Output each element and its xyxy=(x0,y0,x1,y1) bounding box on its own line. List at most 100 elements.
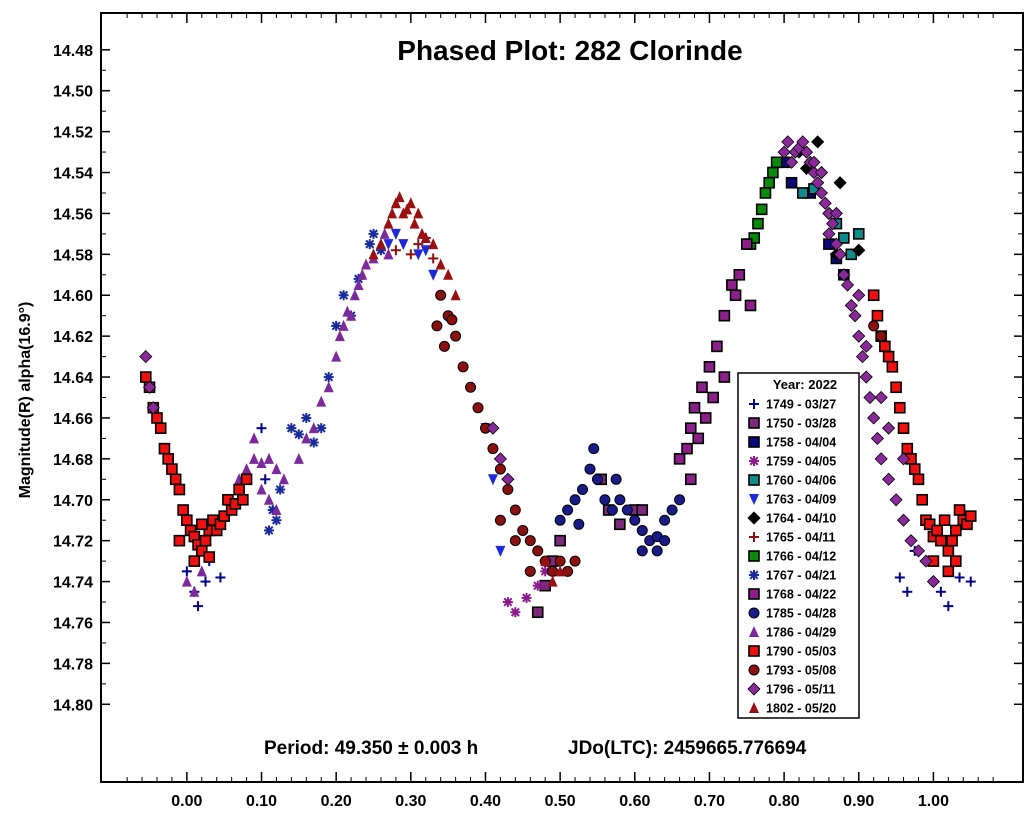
x-tick-label: 0.70 xyxy=(694,793,725,810)
data-point xyxy=(799,145,814,159)
series xyxy=(554,443,686,557)
data-point xyxy=(610,473,622,485)
data-point xyxy=(871,309,884,322)
data-point xyxy=(911,544,926,558)
data-point xyxy=(807,155,821,169)
data-point xyxy=(379,227,390,239)
data-point xyxy=(852,243,866,257)
x-tick-label: 0.50 xyxy=(545,793,576,810)
data-point xyxy=(398,239,409,251)
data-point xyxy=(614,518,626,531)
data-point xyxy=(142,380,157,394)
data-point xyxy=(446,314,458,326)
data-point xyxy=(629,514,641,526)
x-tick-label: 1.00 xyxy=(918,793,949,810)
data-point xyxy=(781,135,795,149)
data-point xyxy=(763,176,775,189)
data-point xyxy=(390,197,401,209)
data-point xyxy=(502,484,514,496)
data-point xyxy=(540,566,551,577)
series xyxy=(139,289,977,578)
data-point xyxy=(912,473,925,486)
data-point xyxy=(826,217,840,231)
data-point xyxy=(703,361,716,373)
data-point xyxy=(874,390,888,405)
y-tick-label: 14.54 xyxy=(53,166,93,183)
data-point xyxy=(868,320,880,332)
data-point xyxy=(740,238,753,250)
data-point xyxy=(569,555,581,567)
data-point xyxy=(573,518,585,530)
data-point xyxy=(879,340,891,353)
y-tick-label: 14.76 xyxy=(53,615,93,632)
data-point xyxy=(889,493,903,507)
data-point xyxy=(684,473,697,486)
data-point xyxy=(271,503,282,515)
data-point xyxy=(233,483,245,496)
x-tick-label: 0.60 xyxy=(619,793,650,810)
data-point xyxy=(493,452,507,466)
data-point xyxy=(919,554,933,568)
data-point xyxy=(383,217,394,229)
data-point xyxy=(591,473,603,485)
data-point xyxy=(353,279,364,291)
data-point xyxy=(271,463,282,475)
data-point xyxy=(275,484,286,495)
chart-title: Phased Plot: 282 Clorinde xyxy=(397,35,742,66)
legend-title: Year: 2022 xyxy=(773,377,837,392)
y-tick-label: 14.70 xyxy=(53,493,93,510)
y-axis: 14.48 14.50 14.52 14.54 14.56 14.58 14.60 14.62… xyxy=(53,43,1023,714)
data-point xyxy=(509,535,521,547)
data-point xyxy=(894,572,905,583)
data-point xyxy=(923,518,936,531)
legend-marker xyxy=(748,417,760,429)
data-point xyxy=(151,412,163,424)
legend-label: 1767 - 04/21 xyxy=(766,569,836,583)
data-point xyxy=(651,545,663,557)
data-point xyxy=(349,289,360,301)
data-point xyxy=(405,249,416,260)
data-point xyxy=(707,391,719,404)
data-point xyxy=(692,432,705,445)
data-point xyxy=(554,514,566,526)
data-point xyxy=(726,279,738,291)
data-point xyxy=(867,411,881,425)
legend-box xyxy=(737,372,860,719)
data-point xyxy=(785,155,799,169)
y-tick-label: 14.62 xyxy=(53,329,93,346)
y-tick-label: 14.68 xyxy=(53,452,93,469)
data-point xyxy=(286,423,297,434)
data-point xyxy=(521,592,532,603)
data-point xyxy=(882,350,895,363)
data-point xyxy=(606,504,618,516)
data-point xyxy=(882,472,896,486)
data-point xyxy=(256,423,267,434)
series xyxy=(673,238,757,486)
data-point xyxy=(965,576,976,587)
data-point xyxy=(674,494,686,506)
series xyxy=(744,156,783,250)
data-point xyxy=(848,309,862,323)
data-point xyxy=(942,545,955,557)
data-point xyxy=(950,555,962,567)
data-point xyxy=(301,412,312,423)
legend-marker xyxy=(749,626,759,637)
data-point xyxy=(904,534,918,548)
legend-label: 1759 - 04/05 xyxy=(766,455,836,469)
data-point xyxy=(767,166,779,179)
data-point xyxy=(215,572,226,583)
data-point xyxy=(931,524,943,537)
data-point xyxy=(435,258,446,270)
data-point xyxy=(237,493,249,506)
data-point xyxy=(218,510,230,522)
data-point xyxy=(457,361,469,373)
data-point xyxy=(577,484,589,496)
legend-label: 1766 - 04/12 xyxy=(766,550,836,564)
data-point xyxy=(950,524,962,537)
legend-marker xyxy=(749,399,759,409)
data-point xyxy=(368,248,379,260)
x-tick-label: 0.30 xyxy=(395,793,426,810)
data-point xyxy=(357,268,368,280)
data-point xyxy=(718,309,731,322)
data-point xyxy=(673,453,686,465)
